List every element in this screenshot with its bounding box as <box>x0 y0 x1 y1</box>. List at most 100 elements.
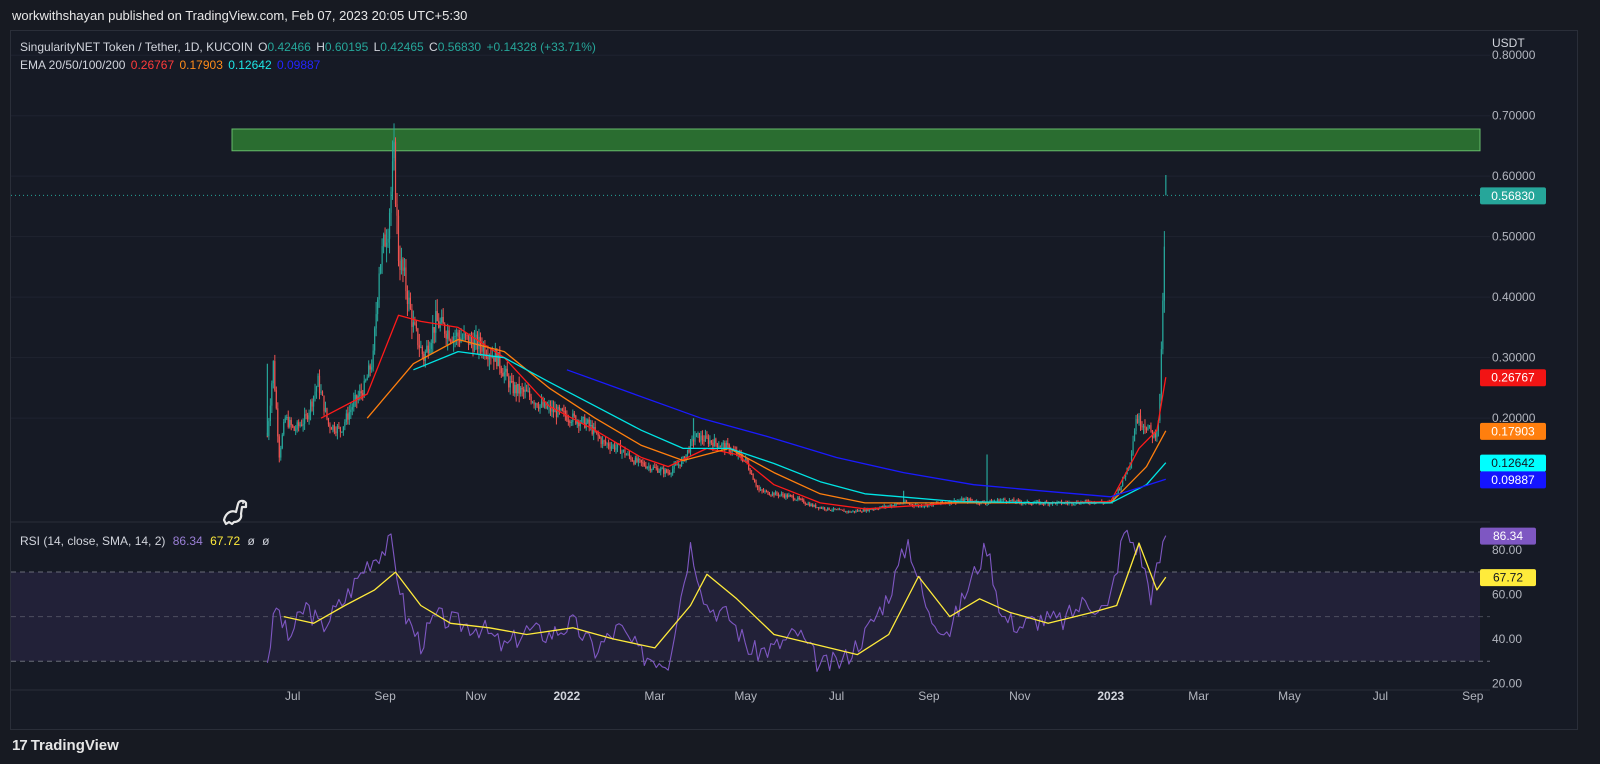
candle-body <box>385 242 388 247</box>
candle-body <box>318 375 321 393</box>
candle-body <box>843 510 845 512</box>
candle-body <box>1086 500 1088 502</box>
candle-body <box>476 334 479 350</box>
candle-body <box>351 407 353 410</box>
candle-body <box>786 494 788 498</box>
candle-body <box>1062 503 1064 505</box>
candle-body <box>578 421 580 427</box>
candle-body <box>800 499 802 501</box>
candle-body <box>390 191 392 213</box>
candle-body <box>712 442 714 447</box>
rsi-tick-label: 20.00 <box>1492 677 1522 691</box>
candle-body <box>377 299 379 315</box>
candle-body <box>663 468 665 474</box>
candle-body <box>400 259 403 270</box>
rsi-legend-label[interactable]: RSI (14, close, SMA, 14, 2) <box>20 534 166 548</box>
candle-body <box>1043 503 1045 505</box>
candle-body <box>391 161 394 192</box>
candle-body <box>783 495 785 498</box>
candle-body <box>816 507 818 509</box>
candle-body <box>636 457 638 462</box>
candle-body <box>680 459 683 467</box>
ema100-value: 0.12642 <box>228 58 272 72</box>
candle-body <box>691 438 693 442</box>
ema100-axis-label-bg <box>1480 454 1546 472</box>
candle-body <box>898 503 900 505</box>
candle-body <box>305 414 307 416</box>
candle-body <box>621 451 623 454</box>
candle-body <box>758 487 760 491</box>
candle-body <box>771 492 774 495</box>
ohlc-low-label: L <box>373 40 381 54</box>
ema20-axis-label: 0.26767 <box>1491 371 1535 385</box>
rsi-sma-axis-label: 67.72 <box>1493 571 1523 585</box>
candle-body <box>505 368 507 372</box>
ema-lines-group <box>320 314 1167 510</box>
ema100-line <box>413 350 1167 504</box>
candle-body <box>512 381 514 394</box>
candle-body <box>1019 500 1021 503</box>
candle-body <box>442 317 444 324</box>
candle-body <box>1122 478 1124 486</box>
candle-body <box>610 446 613 449</box>
candle-body <box>910 504 912 506</box>
candle-body <box>368 365 370 378</box>
rsi-value: 86.34 <box>172 534 203 548</box>
candle-body <box>345 413 347 422</box>
time-tick-label: Jul <box>1373 689 1388 703</box>
candle-body <box>688 449 690 453</box>
rsi-tick-label: 40.00 <box>1492 632 1522 646</box>
candle-body <box>968 499 970 502</box>
candle-body <box>648 466 650 468</box>
tradingview-logo[interactable]: 17 TradingView <box>12 737 119 754</box>
candle-body <box>596 431 598 433</box>
candle-body <box>590 425 592 427</box>
candle-body <box>631 460 634 462</box>
candle-body <box>630 456 632 461</box>
candle-body <box>803 499 805 504</box>
candle-body <box>1136 418 1139 423</box>
ema-legend-label[interactable]: EMA 20/50/100/200 <box>20 58 126 72</box>
candle-body <box>315 386 318 392</box>
candle-body <box>421 346 423 355</box>
candle-body <box>450 340 452 342</box>
candle-body <box>551 407 553 412</box>
candle-body <box>645 465 647 469</box>
candle-body <box>999 500 1002 503</box>
candle-body <box>607 443 610 447</box>
candle-body <box>751 473 753 475</box>
candle-body <box>418 345 420 348</box>
candle-body <box>375 314 377 329</box>
candle-body <box>765 491 768 493</box>
price-tick-label: 0.70000 <box>1492 109 1536 123</box>
candle-body <box>1138 415 1140 423</box>
candle-body <box>299 424 301 426</box>
candle-body <box>1139 415 1142 427</box>
candle-body <box>524 389 526 392</box>
candle-body <box>444 323 446 334</box>
candles-group <box>266 123 1167 514</box>
candle-body <box>695 433 698 438</box>
candle-body <box>856 510 859 512</box>
candle-body <box>341 431 343 433</box>
candle-body <box>266 436 268 438</box>
candle-body <box>892 505 894 507</box>
candle-body <box>941 501 943 503</box>
rsi-axis-label-bg <box>1480 527 1536 545</box>
candle-body <box>637 458 639 462</box>
candle-body <box>897 503 899 505</box>
candle-body <box>891 505 893 507</box>
candle-body <box>689 441 692 453</box>
candle-body <box>850 511 853 513</box>
candle-body <box>324 408 327 412</box>
candle-body <box>706 435 708 438</box>
time-tick-label: 2023 <box>1097 689 1124 703</box>
candle-body <box>475 334 477 340</box>
candle-body <box>342 426 344 432</box>
candle-body <box>526 389 528 392</box>
symbol-name[interactable]: SingularityNET Token / Tether, 1D, KUCOI… <box>20 40 253 54</box>
rsi-sma-line <box>283 542 1167 656</box>
candle-body <box>774 492 777 496</box>
candle-body <box>660 468 662 472</box>
